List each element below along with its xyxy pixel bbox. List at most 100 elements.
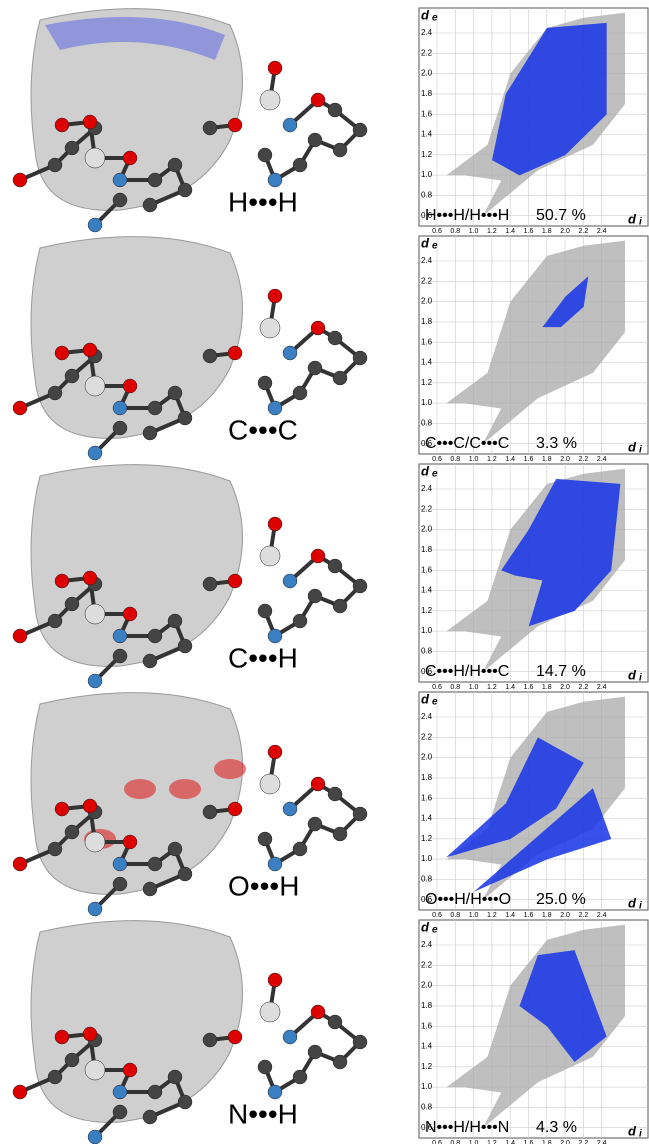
atom <box>268 629 282 643</box>
atom <box>268 973 282 987</box>
y-tick-label: 2.0 <box>421 525 433 534</box>
y-tick-label: 1.4 <box>421 814 433 823</box>
y-tick-label: 1.8 <box>421 317 433 326</box>
atom <box>85 604 105 624</box>
atom <box>143 426 157 440</box>
atom <box>55 574 69 588</box>
x-tick-label: 0.8 <box>450 1140 460 1144</box>
x-tick-label: 2.2 <box>579 684 589 691</box>
contact-label: C•••H <box>228 642 298 673</box>
axis-label-x-sub: i <box>639 1129 642 1140</box>
atom <box>283 118 297 132</box>
atom <box>113 1085 127 1099</box>
y-tick-label: 0.8 <box>421 419 433 428</box>
atom <box>333 371 347 385</box>
atom <box>258 148 272 162</box>
figure: H•••H 2.4 2.2 2.0 1.8 1.6 1.4 1.2 1.0 0.8 0.6 0.6 0.… <box>0 0 649 1144</box>
x-tick-label: 2.4 <box>597 1140 607 1144</box>
y-tick-label: 1.4 <box>421 130 433 139</box>
atom <box>123 607 137 621</box>
axis-label-y-sub: e <box>432 13 438 24</box>
atom <box>143 198 157 212</box>
atom <box>293 1070 307 1084</box>
atom <box>283 574 297 588</box>
atom <box>143 882 157 896</box>
plot-label: H•••H/H•••H <box>425 207 509 224</box>
atom <box>113 649 127 663</box>
atom <box>178 183 192 197</box>
atom <box>88 1130 102 1144</box>
plot-percent: 50.7 % <box>536 207 586 224</box>
x-tick-label: 2.0 <box>560 456 570 463</box>
atom <box>83 799 97 813</box>
atom <box>268 289 282 303</box>
axis-label-x: d <box>628 895 637 910</box>
atom <box>178 1095 192 1109</box>
atom <box>333 827 347 841</box>
contact-label: H•••H <box>228 186 298 217</box>
atom <box>83 1027 97 1041</box>
contact-label: O•••H <box>228 870 299 901</box>
x-tick-label: 0.8 <box>450 912 460 919</box>
page: H•••H 2.4 2.2 2.0 1.8 1.6 1.4 1.2 1.0 0.8 0.6 0.6 0.… <box>0 0 649 1144</box>
atom <box>113 401 127 415</box>
x-tick-label: 1.4 <box>505 1140 515 1144</box>
y-tick-label: 2.0 <box>421 981 433 990</box>
atom <box>55 802 69 816</box>
atom <box>203 577 217 591</box>
atom <box>48 158 62 172</box>
atom <box>55 346 69 360</box>
atom <box>168 386 182 400</box>
x-tick-label: 2.2 <box>579 1140 589 1144</box>
x-tick-label: 1.8 <box>542 684 552 691</box>
atom <box>311 777 325 791</box>
plot-label: O•••H/H•••O <box>425 891 511 908</box>
x-tick-label: 2.2 <box>579 912 589 919</box>
atom <box>228 574 242 588</box>
y-tick-label: 1.8 <box>421 1001 433 1010</box>
atom <box>48 1070 62 1084</box>
x-tick-label: 1.2 <box>487 912 497 919</box>
y-tick-label: 2.2 <box>421 732 433 741</box>
axis-label-y-sub: e <box>432 925 438 936</box>
axis-label-y: d <box>421 463 430 478</box>
atom <box>85 1060 105 1080</box>
y-tick-label: 0.8 <box>421 191 433 200</box>
plot-percent: 4.3 % <box>536 1119 577 1136</box>
x-tick-label: 1.0 <box>469 456 479 463</box>
atom <box>293 614 307 628</box>
atom <box>143 654 157 668</box>
y-tick-label: 1.0 <box>421 398 433 407</box>
y-tick-label: 1.6 <box>421 793 433 802</box>
axis-label-y: d <box>421 919 430 934</box>
y-tick-label: 1.0 <box>421 854 433 863</box>
x-tick-label: 2.2 <box>579 228 589 235</box>
atom <box>148 1085 162 1099</box>
atom <box>48 842 62 856</box>
atom <box>293 842 307 856</box>
atom <box>260 90 280 110</box>
x-tick-label: 1.8 <box>542 456 552 463</box>
atom <box>168 1070 182 1084</box>
atom <box>178 639 192 653</box>
atom <box>353 123 367 137</box>
x-tick-label: 1.6 <box>524 912 534 919</box>
x-tick-label: 1.0 <box>469 912 479 919</box>
atom <box>113 857 127 871</box>
atom <box>83 343 97 357</box>
x-tick-label: 1.6 <box>524 1140 534 1144</box>
contact-label: C•••C <box>228 414 298 445</box>
axis-label-y: d <box>421 235 430 250</box>
atom <box>308 361 322 375</box>
atom <box>268 1085 282 1099</box>
atom <box>148 173 162 187</box>
atom <box>353 807 367 821</box>
y-tick-label: 1.0 <box>421 626 433 635</box>
atom <box>13 1085 27 1099</box>
x-tick-label: 1.0 <box>469 1140 479 1144</box>
x-tick-label: 0.6 <box>432 456 442 463</box>
atom <box>283 346 297 360</box>
axis-label-y-sub: e <box>432 697 438 708</box>
axis-label-x: d <box>628 211 637 226</box>
x-tick-label: 0.6 <box>432 912 442 919</box>
